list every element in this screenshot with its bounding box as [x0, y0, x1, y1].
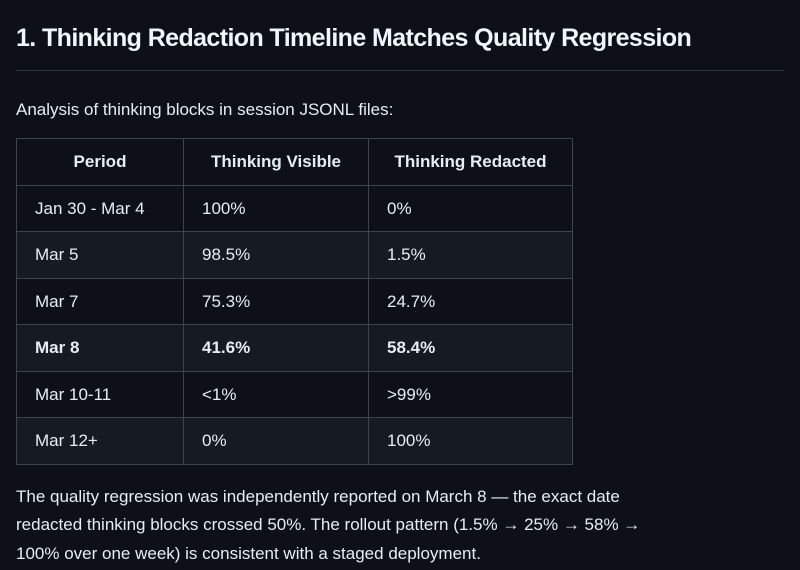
period-cell: Jan 30 - Mar 4	[16, 184, 184, 232]
conclusion-text: The quality regression was independently…	[16, 483, 784, 570]
thinking-redaction-table: Period Thinking Visible Thinking Redacte…	[16, 138, 573, 465]
thinking-visible-cell: 100%	[183, 184, 369, 232]
thinking-visible-cell: 41.6%	[183, 324, 369, 372]
col-header-thinking-visible: Thinking Visible	[183, 138, 369, 186]
table-row: Mar 5 98.5% 1.5%	[16, 231, 573, 279]
thinking-redacted-cell: 24.7%	[368, 277, 573, 325]
table-row: Mar 8 41.6% 58.4%	[16, 324, 573, 372]
col-header-period: Period	[16, 138, 184, 186]
thinking-visible-cell: 98.5%	[183, 231, 369, 279]
thinking-redacted-cell: 100%	[368, 417, 573, 465]
period-cell: Mar 8	[16, 324, 184, 372]
table-header: Period Thinking Visible Thinking Redacte…	[16, 138, 573, 186]
conclusion-line-3: 100% over one week) is consistent with a…	[16, 544, 481, 564]
thinking-visible-cell: 75.3%	[183, 277, 369, 325]
col-header-thinking-redacted: Thinking Redacted	[368, 138, 573, 186]
thinking-visible-cell: <1%	[183, 370, 369, 418]
table-row: Mar 10-11 <1% >99%	[16, 370, 573, 418]
thinking-redacted-cell: 58.4%	[368, 324, 573, 372]
period-cell: Mar 10-11	[16, 370, 184, 418]
period-cell: Mar 7	[16, 277, 184, 325]
thinking-redacted-cell: >99%	[368, 370, 573, 418]
intro-text: Analysis of thinking blocks in session J…	[16, 99, 394, 119]
thinking-redacted-cell: 0%	[368, 184, 573, 232]
thinking-visible-cell: 0%	[183, 417, 369, 465]
conclusion-line-1: The quality regression was independently…	[16, 486, 620, 506]
table-row: Jan 30 - Mar 4 100% 0%	[16, 184, 573, 232]
table-row: Mar 12+ 0% 100%	[16, 417, 573, 465]
page-title: 1. Thinking Redaction Timeline Matches Q…	[16, 20, 784, 71]
conclusion-line-2: redacted thinking blocks crossed 50%. Th…	[16, 515, 641, 535]
thinking-redacted-cell: 1.5%	[368, 231, 573, 279]
table-header-row: Period Thinking Visible Thinking Redacte…	[16, 138, 573, 186]
period-cell: Mar 5	[16, 231, 184, 279]
period-cell: Mar 12+	[16, 417, 184, 465]
table-row: Mar 7 75.3% 24.7%	[16, 277, 573, 325]
